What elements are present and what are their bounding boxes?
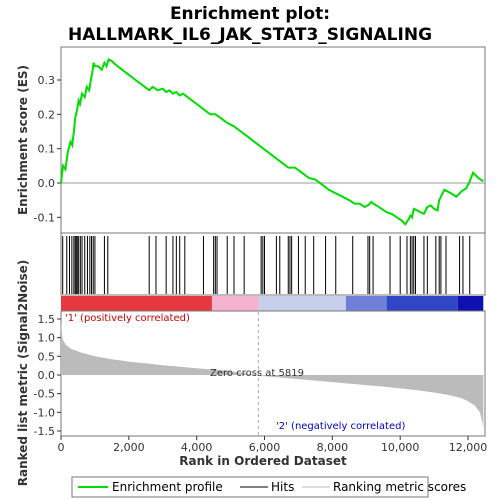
es-y-tick-label: 0.0 — [38, 177, 56, 190]
chart-title-line1: Enrichment plot: — [170, 4, 330, 24]
x-tick-label: 4,000 — [181, 441, 213, 454]
metric-y-tick-label: 1.0 — [38, 332, 56, 345]
color-bar-segment — [386, 296, 458, 311]
x-tick-label: 6,000 — [249, 441, 281, 454]
color-bar-segment — [211, 296, 259, 311]
es-y-axis-label: Enrichment score (ES) — [16, 65, 30, 215]
ranking-metric-area — [61, 322, 484, 430]
x-tick-label: 10,000 — [381, 441, 420, 454]
x-axis-label: Rank in Ordered Dataset — [179, 454, 347, 468]
color-bar-segment — [345, 296, 387, 311]
color-bar-segment — [61, 296, 212, 311]
rank-color-bar — [61, 296, 484, 311]
metric-y-axis: -1.5 -1.0 -0.5 0.0 0.5 1.0 1.5 — [34, 313, 61, 438]
metric-x-axis: 0 2,000 4,000 6,000 8,000 10,000 12,000 — [58, 436, 488, 454]
hits-panel-frame — [60, 232, 486, 296]
es-plot-frame — [60, 46, 486, 234]
negative-correlation-label: '2' (negatively correlated) — [276, 421, 405, 432]
metric-y-tick-label: -1.0 — [34, 406, 55, 419]
es-y-tick-label: 0.3 — [38, 74, 56, 87]
x-tick-label: 2,000 — [113, 441, 145, 454]
es-y-tick-label: 0.1 — [38, 143, 56, 156]
es-y-tick-label: 0.2 — [38, 108, 56, 121]
metric-y-tick-label: 0.0 — [38, 369, 56, 382]
enrichment-profile-line — [60, 57, 484, 226]
x-tick-label: 0 — [58, 441, 65, 454]
legend-hits-label: Hits — [271, 480, 294, 494]
es-y-tick-label: -0.1 — [34, 211, 55, 224]
legend-metric-label: Ranking metric scores — [333, 480, 466, 494]
metric-y-tick-label: 1.5 — [38, 313, 56, 326]
x-tick-label: 12,000 — [449, 441, 488, 454]
zero-cross-label: Zero cross at 5819 — [210, 368, 304, 379]
metric-y-tick-label: 0.5 — [38, 350, 56, 363]
color-bar-segment — [258, 296, 346, 311]
chart-title-line2: HALLMARK_IL6_JAK_STAT3_SIGNALING — [68, 25, 432, 45]
x-tick-label: 8,000 — [317, 441, 349, 454]
hits-marks — [62, 236, 471, 294]
es-y-axis: -0.1 0.0 0.1 0.2 0.3 — [34, 74, 61, 224]
positive-correlation-label: '1' (positively correlated) — [65, 313, 190, 324]
legend-enrichment-label: Enrichment profile — [112, 480, 223, 494]
color-bar-segment — [457, 296, 484, 311]
metric-y-tick-label: -1.5 — [34, 425, 55, 438]
metric-y-tick-label: -0.5 — [34, 388, 55, 401]
metric-y-axis-label: Ranked list metric (Signal2Noise) — [16, 260, 30, 487]
